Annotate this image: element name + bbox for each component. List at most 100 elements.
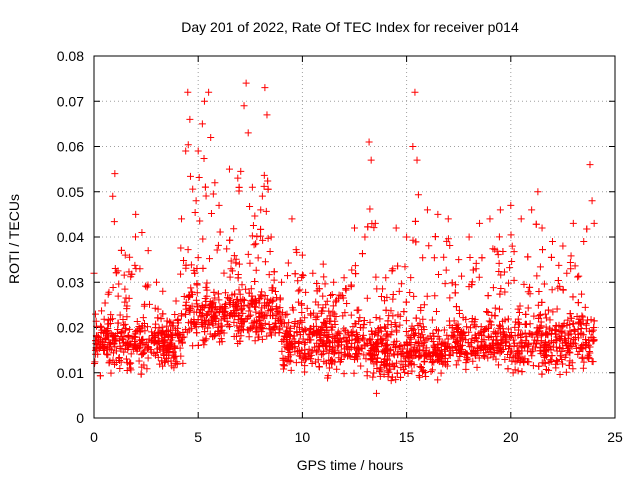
roti-point: [566, 310, 574, 318]
roti-point: [386, 361, 394, 369]
roti-point: [556, 352, 564, 360]
roti-point: [201, 183, 209, 191]
roti-peak-point: [507, 201, 515, 209]
roti-point: [266, 248, 274, 256]
roti-point: [381, 297, 389, 305]
roti-point: [132, 328, 140, 336]
roti-point: [377, 292, 385, 300]
roti-point: [402, 317, 410, 325]
roti-point: [133, 344, 141, 352]
roti-point: [143, 283, 151, 291]
roti-point: [406, 288, 414, 296]
roti-point: [329, 302, 337, 310]
roti-point: [208, 315, 216, 323]
roti-peak-point: [234, 174, 242, 182]
roti-point: [465, 328, 473, 336]
roti-point: [466, 254, 474, 262]
roti-point: [319, 304, 327, 312]
roti-point: [420, 326, 428, 334]
roti-point: [260, 182, 268, 190]
roti-point: [574, 350, 582, 358]
roti-peak-point: [413, 156, 421, 164]
roti-point: [480, 336, 488, 344]
roti-point: [320, 273, 328, 281]
roti-point: [292, 359, 300, 367]
roti-point: [566, 327, 574, 335]
y-tick-label: 0.04: [57, 229, 84, 245]
roti-point: [389, 312, 397, 320]
roti-point: [538, 370, 546, 378]
roti-peak-point: [186, 115, 194, 123]
roti-point: [565, 348, 573, 356]
roti-point: [396, 312, 404, 320]
roti-point: [171, 342, 179, 350]
roti-point: [534, 328, 542, 336]
roti-point: [166, 341, 174, 349]
roti-point: [116, 365, 124, 373]
roti-point: [177, 352, 185, 360]
roti-point: [420, 301, 428, 309]
roti-point: [126, 364, 134, 372]
roti-point: [360, 336, 368, 344]
roti-point: [464, 339, 472, 347]
roti-point: [193, 289, 201, 297]
roti-point: [199, 264, 207, 272]
roti-point: [252, 328, 260, 336]
roti-point: [504, 315, 512, 323]
roti-point: [180, 333, 188, 341]
roti-point: [158, 357, 166, 365]
roti-point: [469, 357, 477, 365]
roti-point: [199, 336, 207, 344]
roti-point: [340, 325, 348, 333]
roti-point: [283, 343, 291, 351]
roti-point: [201, 328, 209, 336]
roti-point: [590, 317, 598, 325]
roti-point: [185, 326, 193, 334]
roti-point: [105, 359, 113, 367]
roti-point: [383, 355, 391, 363]
roti-point: [139, 349, 147, 357]
roti-point: [425, 242, 433, 250]
roti-peak-point: [111, 170, 119, 178]
roti-point: [368, 327, 376, 335]
roti-point: [542, 352, 550, 360]
roti-point: [477, 328, 485, 336]
roti-point: [128, 270, 136, 278]
roti-point: [220, 269, 228, 277]
roti-point: [121, 320, 129, 328]
roti-point: [589, 337, 597, 345]
roti-point: [393, 328, 401, 336]
roti-point: [225, 295, 233, 303]
roti-point: [141, 300, 149, 308]
roti-point: [428, 351, 436, 359]
roti-point: [556, 371, 564, 379]
roti-point: [508, 242, 516, 250]
roti-point: [143, 365, 151, 373]
roti-point: [156, 345, 164, 353]
roti-point: [509, 353, 517, 361]
roti-point: [396, 321, 404, 329]
roti-point: [575, 272, 583, 280]
roti-point: [116, 311, 124, 319]
roti-point: [287, 324, 295, 332]
roti-point: [370, 369, 378, 377]
roti-point: [287, 340, 295, 348]
roti-point: [499, 317, 507, 325]
roti-peak-point: [263, 111, 271, 119]
roti-point: [226, 323, 234, 331]
roti-point: [446, 241, 454, 249]
roti-point: [250, 322, 258, 330]
roti-point: [567, 314, 575, 322]
x-axis-ticks: 0 5 10 15 20 25: [90, 56, 623, 445]
roti-point: [240, 302, 248, 310]
roti-peak-point: [580, 238, 588, 246]
roti-point: [160, 350, 168, 358]
roti-point: [246, 303, 254, 311]
roti-point: [564, 331, 572, 339]
roti-point: [312, 322, 320, 330]
roti-point: [480, 353, 488, 361]
roti-point: [343, 299, 351, 307]
roti-point: [239, 318, 247, 326]
roti-point: [468, 343, 476, 351]
roti-point: [533, 324, 541, 332]
